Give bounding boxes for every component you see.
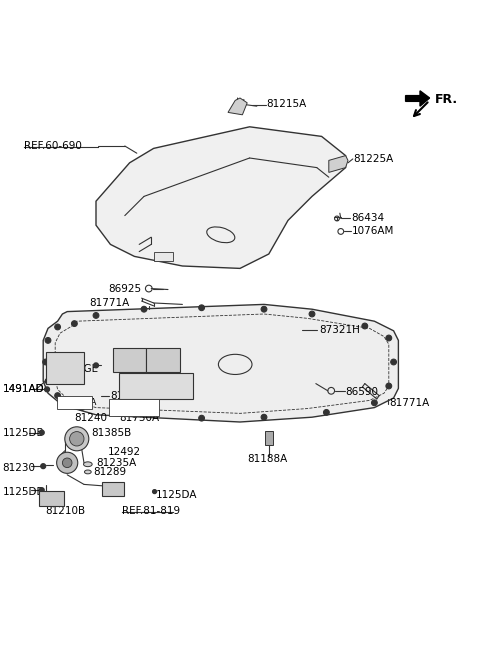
Circle shape [94,363,98,368]
Text: 81225A: 81225A [353,155,393,164]
Text: 1491AD: 1491AD [2,385,44,394]
Circle shape [132,411,137,417]
Text: 81771A: 81771A [389,398,429,408]
Circle shape [72,321,77,327]
Text: 86590: 86590 [346,387,379,397]
FancyBboxPatch shape [146,348,180,372]
Text: 81385B: 81385B [91,428,132,437]
Ellipse shape [84,470,91,474]
Circle shape [391,359,396,365]
Text: 1125DA: 1125DA [156,490,197,501]
Circle shape [261,414,267,420]
Circle shape [45,338,51,344]
Circle shape [55,393,60,398]
Circle shape [62,458,72,467]
Text: 87321H: 87321H [319,325,360,335]
Text: 1491AD: 1491AD [2,385,44,394]
Polygon shape [228,98,247,115]
Text: 81230: 81230 [2,463,36,473]
Text: 81750A: 81750A [119,413,159,423]
Circle shape [199,415,204,421]
Text: 81754: 81754 [110,391,144,400]
Text: 81240: 81240 [74,413,108,423]
FancyBboxPatch shape [39,491,64,506]
Text: 81235A: 81235A [96,458,136,467]
Text: 1249GE: 1249GE [58,364,99,374]
Circle shape [386,383,392,389]
FancyBboxPatch shape [57,396,92,409]
Text: 1125DB: 1125DB [2,428,44,437]
Circle shape [372,400,377,406]
FancyBboxPatch shape [154,252,173,261]
Circle shape [41,464,46,469]
Polygon shape [43,304,398,422]
FancyBboxPatch shape [113,348,146,372]
Text: 81771A: 81771A [89,298,130,308]
Circle shape [39,488,44,492]
Circle shape [45,378,51,384]
FancyBboxPatch shape [119,372,193,400]
FancyBboxPatch shape [265,430,273,445]
Text: 86434: 86434 [351,213,384,224]
Text: 81289: 81289 [94,467,127,477]
FancyBboxPatch shape [102,482,124,496]
Text: FR.: FR. [434,93,457,106]
Circle shape [43,359,48,365]
Text: 12492: 12492 [108,447,141,457]
Circle shape [79,405,84,411]
Circle shape [70,432,84,446]
Circle shape [93,312,99,318]
Text: 86925: 86925 [108,284,142,293]
Text: 1336CA: 1336CA [62,398,98,407]
Circle shape [261,306,267,312]
Circle shape [324,409,329,415]
Circle shape [57,452,78,473]
Circle shape [199,305,204,310]
Polygon shape [329,156,348,172]
Text: 1125DB: 1125DB [2,486,44,497]
Text: REF.60-690: REF.60-690 [24,141,82,151]
Ellipse shape [84,462,92,467]
Polygon shape [406,91,430,106]
Circle shape [45,387,49,392]
Circle shape [386,335,392,341]
Text: 81753A: 81753A [110,403,144,412]
Circle shape [39,430,44,435]
Text: REF.81-819: REF.81-819 [122,506,180,516]
Text: 1076AM: 1076AM [352,226,394,237]
Text: 81215A: 81215A [266,99,307,110]
Circle shape [362,323,368,329]
Circle shape [55,324,60,330]
Circle shape [65,427,89,451]
Text: 81188A: 81188A [247,454,288,464]
FancyBboxPatch shape [46,352,84,383]
Circle shape [309,311,315,317]
Polygon shape [96,126,346,269]
Circle shape [153,490,156,494]
Circle shape [141,306,147,312]
FancyBboxPatch shape [109,400,159,416]
Text: 81210B: 81210B [46,506,86,516]
